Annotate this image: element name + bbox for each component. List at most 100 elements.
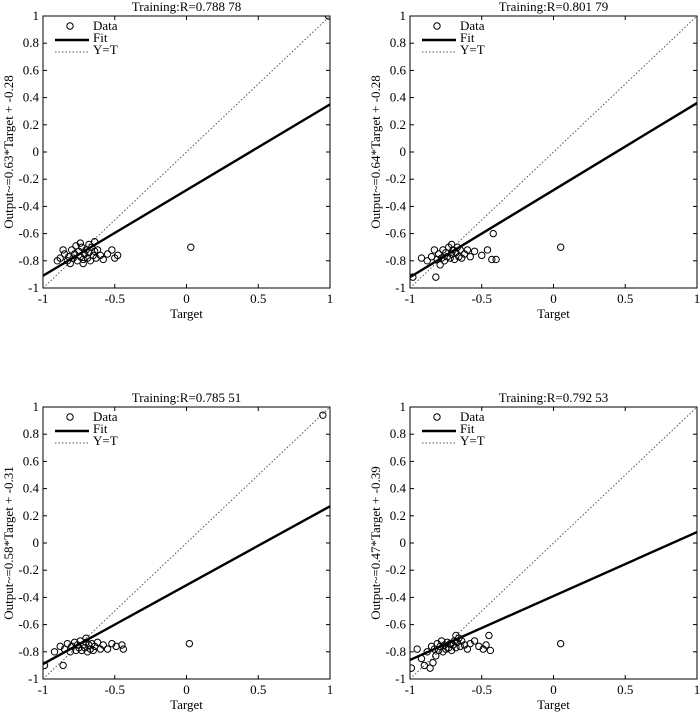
data-point <box>113 251 122 260</box>
identity-line <box>410 407 697 679</box>
fit-line <box>43 505 330 666</box>
identity-line <box>43 407 330 679</box>
legend-identity-label: Y=T <box>460 42 485 57</box>
data-point <box>556 243 565 251</box>
data-point <box>452 644 460 652</box>
data-point <box>456 246 464 254</box>
data-point <box>413 645 421 653</box>
data-point <box>90 238 99 246</box>
y-tick-label: 0.2 <box>23 508 39 523</box>
y-axis-label: Output~=0.64*Target + -0.28 <box>368 75 383 228</box>
data-point <box>50 648 59 656</box>
data-point <box>43 661 49 670</box>
x-tick-label: 0.5 <box>617 682 633 697</box>
data-point <box>319 411 327 419</box>
data-point <box>66 259 74 268</box>
data-point <box>89 646 97 655</box>
y-tick-label: 0 <box>400 144 407 159</box>
legend-data-label: Data <box>93 18 118 33</box>
x-tick-label: -0.5 <box>104 291 125 306</box>
y-tick-label: 1 <box>33 399 40 414</box>
data-point <box>485 631 493 640</box>
data-point <box>79 255 87 264</box>
y-tick-label: -0.2 <box>385 171 406 186</box>
data-point <box>324 16 330 20</box>
x-tick-label: 0.5 <box>250 682 266 697</box>
data-point <box>427 253 436 261</box>
legend-data-label: Data <box>460 409 485 424</box>
plot-area <box>410 407 697 679</box>
data-point <box>452 631 460 640</box>
data-point <box>483 246 492 254</box>
y-tick-label: 0.8 <box>23 35 39 50</box>
x-tick-label: 1 <box>327 291 334 306</box>
fit-line <box>43 103 330 277</box>
data-point <box>99 255 107 264</box>
data-point <box>420 661 429 670</box>
legend-fit-label: Fit <box>93 30 108 45</box>
x-tick-label: 0.5 <box>250 291 266 306</box>
data-point <box>118 641 126 649</box>
data-point <box>435 646 443 655</box>
y-tick-label: -1 <box>395 280 406 295</box>
x-tick-label: 0 <box>183 291 190 306</box>
y-tick-label: 0 <box>400 535 407 550</box>
chart-panel-4: Training:R=0.792 53 -1 -0.5 0 0.5 1 1 0.8 0.6 0.4… <box>368 390 700 712</box>
data-point <box>103 250 112 258</box>
identity-line <box>43 16 330 288</box>
chart-title: Training:R=0.801 79 <box>499 0 608 14</box>
x-tick-label: -0.5 <box>104 682 125 697</box>
chart-title: Training:R=0.785 51 <box>132 390 241 405</box>
y-tick-label: 0.2 <box>390 508 406 523</box>
legend-data-marker <box>433 413 441 421</box>
data-point <box>417 654 426 663</box>
data-point <box>65 253 73 261</box>
y-tick-label: -0.2 <box>18 562 39 577</box>
data-point <box>556 639 565 648</box>
y-tick-label: 0 <box>33 535 40 550</box>
x-tick-label: -1 <box>405 291 416 306</box>
y-tick-label: -0.4 <box>18 198 39 213</box>
data-point <box>85 240 93 249</box>
y-tick-label: -0.8 <box>385 253 406 268</box>
x-tick-label: 1 <box>327 682 334 697</box>
data-point <box>436 261 444 269</box>
y-axis-label: Output~=0.63*Target + -0.28 <box>1 75 16 228</box>
data-point <box>489 229 497 238</box>
data-point <box>119 645 128 653</box>
y-tick-label: -0.8 <box>18 644 39 659</box>
chart-panel-3: Training:R=0.785 51 -1 -0.5 0 0.5 1 1 0.8 0.6 0.4… <box>1 390 333 712</box>
x-axis-label: Target <box>170 306 203 321</box>
data-point <box>79 259 87 268</box>
x-axis-label: Target <box>170 697 203 712</box>
y-tick-label: 0.8 <box>390 426 406 441</box>
plot-area <box>43 407 330 679</box>
data-point <box>456 642 464 651</box>
chart-panel-1: Training:R=0.788 78 -1 -0.5 0 0.5 1 1 0.8 0.6 0.4… <box>1 0 333 321</box>
x-tick-label: 0 <box>550 291 557 306</box>
legend-identity-label: Y=T <box>460 433 485 448</box>
data-point <box>423 257 431 265</box>
legend-identity-label: Y=T <box>93 433 118 448</box>
data-point <box>410 664 416 672</box>
y-tick-label: 0 <box>33 144 40 159</box>
y-tick-label: 0.6 <box>23 453 40 468</box>
data-point <box>93 638 102 646</box>
legend-data-label: Data <box>93 409 118 424</box>
x-axis-label: Target <box>537 697 570 712</box>
x-tick-label: 0 <box>550 682 557 697</box>
data-point <box>488 255 496 264</box>
data-point <box>430 246 439 254</box>
x-tick-label: 0.5 <box>617 291 633 306</box>
data-point <box>470 247 479 255</box>
plot-area <box>43 16 330 288</box>
y-tick-label: -0.6 <box>385 617 406 632</box>
y-tick-label: 0.8 <box>390 35 406 50</box>
x-axis-label: Target <box>537 306 570 321</box>
data-point <box>470 637 479 645</box>
y-tick-label: -0.2 <box>18 171 39 186</box>
identity-line <box>410 16 697 288</box>
y-axis-label: Output~=0.58*Target + -0.31 <box>1 466 16 619</box>
legend-data-marker <box>433 22 441 30</box>
y-tick-label: 0.4 <box>23 90 40 105</box>
